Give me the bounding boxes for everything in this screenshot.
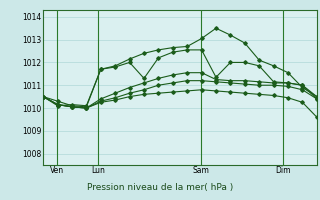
Text: Pression niveau de la mer( hPa ): Pression niveau de la mer( hPa ) xyxy=(87,183,233,192)
